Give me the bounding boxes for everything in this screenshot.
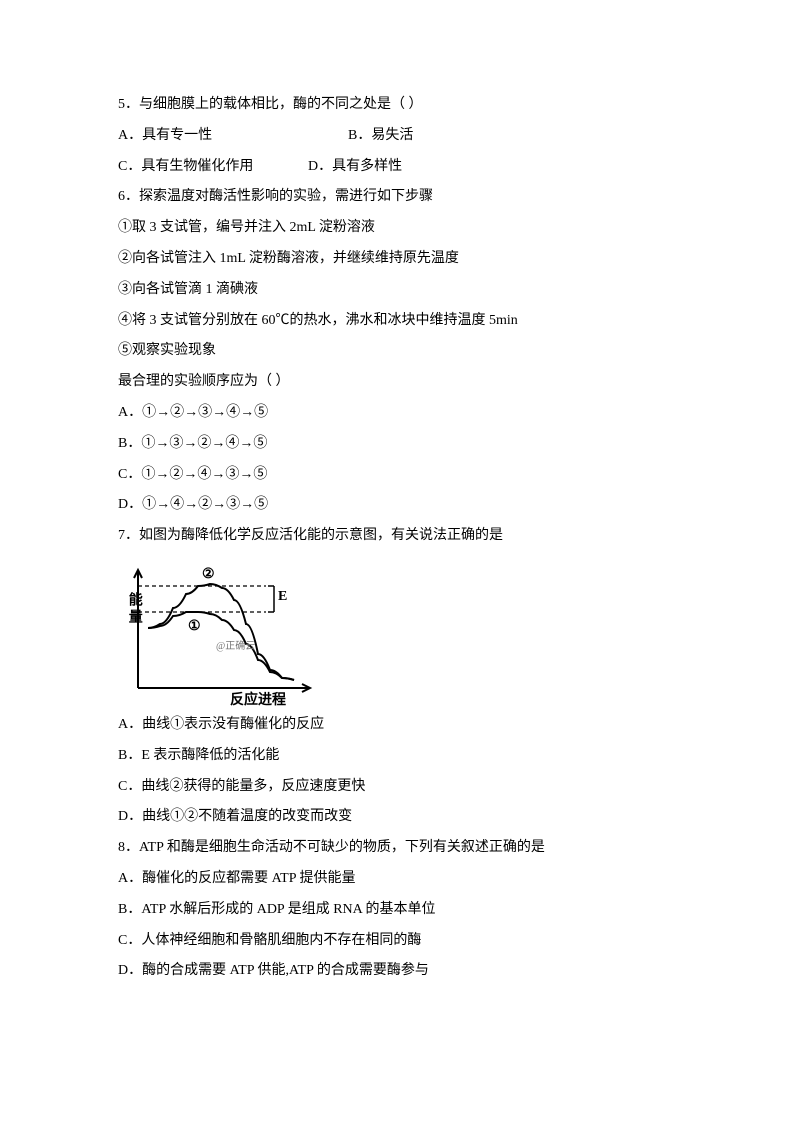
diagram-ylabel: 能量 <box>118 592 149 626</box>
diagram-label-1: ① <box>188 612 201 643</box>
q5-row-ab: A．具有专一性 B．易失活 <box>118 121 682 152</box>
diagram-label-e: E <box>278 582 287 613</box>
q7-opt-b: B．E 表示酶降低的活化能 <box>118 741 682 772</box>
q7-opt-a: A．曲线①表示没有酶催化的反应 <box>118 710 682 741</box>
q7-stem: 7．如图为酶降低化学反应活化能的示意图，有关说法正确的是 <box>118 521 682 552</box>
q6-stem: 6．探索温度对酶活性影响的实验，需进行如下步骤 <box>118 182 682 213</box>
diagram-svg <box>118 558 318 708</box>
q5-opt-c: C．具有生物催化作用 <box>118 152 308 183</box>
q6-opt-d: D．①→④→②→③→⑤ <box>118 490 682 521</box>
q5-opt-a: A．具有专一性 <box>118 121 348 152</box>
q6-step-4: ④将 3 支试管分别放在 60℃的热水，沸水和冰块中维持温度 5min <box>118 306 682 337</box>
activation-energy-diagram: 能量 ② ① E @正确云 反应进程 <box>118 558 318 708</box>
q6-step-3: ③向各试管滴 1 滴碘液 <box>118 275 682 306</box>
q6-step-1: ①取 3 支试管，编号并注入 2mL 淀粉溶液 <box>118 213 682 244</box>
q8-opt-c: C．人体神经细胞和骨骼肌细胞内不存在相同的酶 <box>118 926 682 957</box>
q7-opt-d: D．曲线①②不随着温度的改变而改变 <box>118 802 682 833</box>
q5-stem: 5．与细胞膜上的载体相比，酶的不同之处是（ ） <box>118 90 682 121</box>
q5-row-cd: C．具有生物催化作用 D．具有多样性 <box>118 152 682 183</box>
q8-opt-a: A．酶催化的反应都需要 ATP 提供能量 <box>118 864 682 895</box>
q7-opt-c: C．曲线②获得的能量多，反应速度更快 <box>118 772 682 803</box>
diagram-xlabel: 反应进程 <box>230 686 286 717</box>
q6-step-5: ⑤观察实验现象 <box>118 336 682 367</box>
q5-opt-d: D．具有多样性 <box>308 152 402 183</box>
diagram-label-2: ② <box>202 560 215 591</box>
q8-stem: 8．ATP 和酶是细胞生命活动不可缺少的物质，下列有关叙述正确的是 <box>118 833 682 864</box>
q5-opt-b: B．易失活 <box>348 121 413 152</box>
q8-opt-b: B．ATP 水解后形成的 ADP 是组成 RNA 的基本单位 <box>118 895 682 926</box>
diagram-watermark: @正确云 <box>216 636 255 658</box>
q6-opt-b: B．①→③→②→④→⑤ <box>118 429 682 460</box>
q6-opt-c: C．①→②→④→③→⑤ <box>118 460 682 491</box>
q6-step-2: ②向各试管注入 1mL 淀粉酶溶液，并继续维持原先温度 <box>118 244 682 275</box>
q8-opt-d: D．酶的合成需要 ATP 供能,ATP 的合成需要酶参与 <box>118 956 682 987</box>
q6-ask: 最合理的实验顺序应为（ ） <box>118 367 682 398</box>
q6-opt-a: A．①→②→③→④→⑤ <box>118 398 682 429</box>
